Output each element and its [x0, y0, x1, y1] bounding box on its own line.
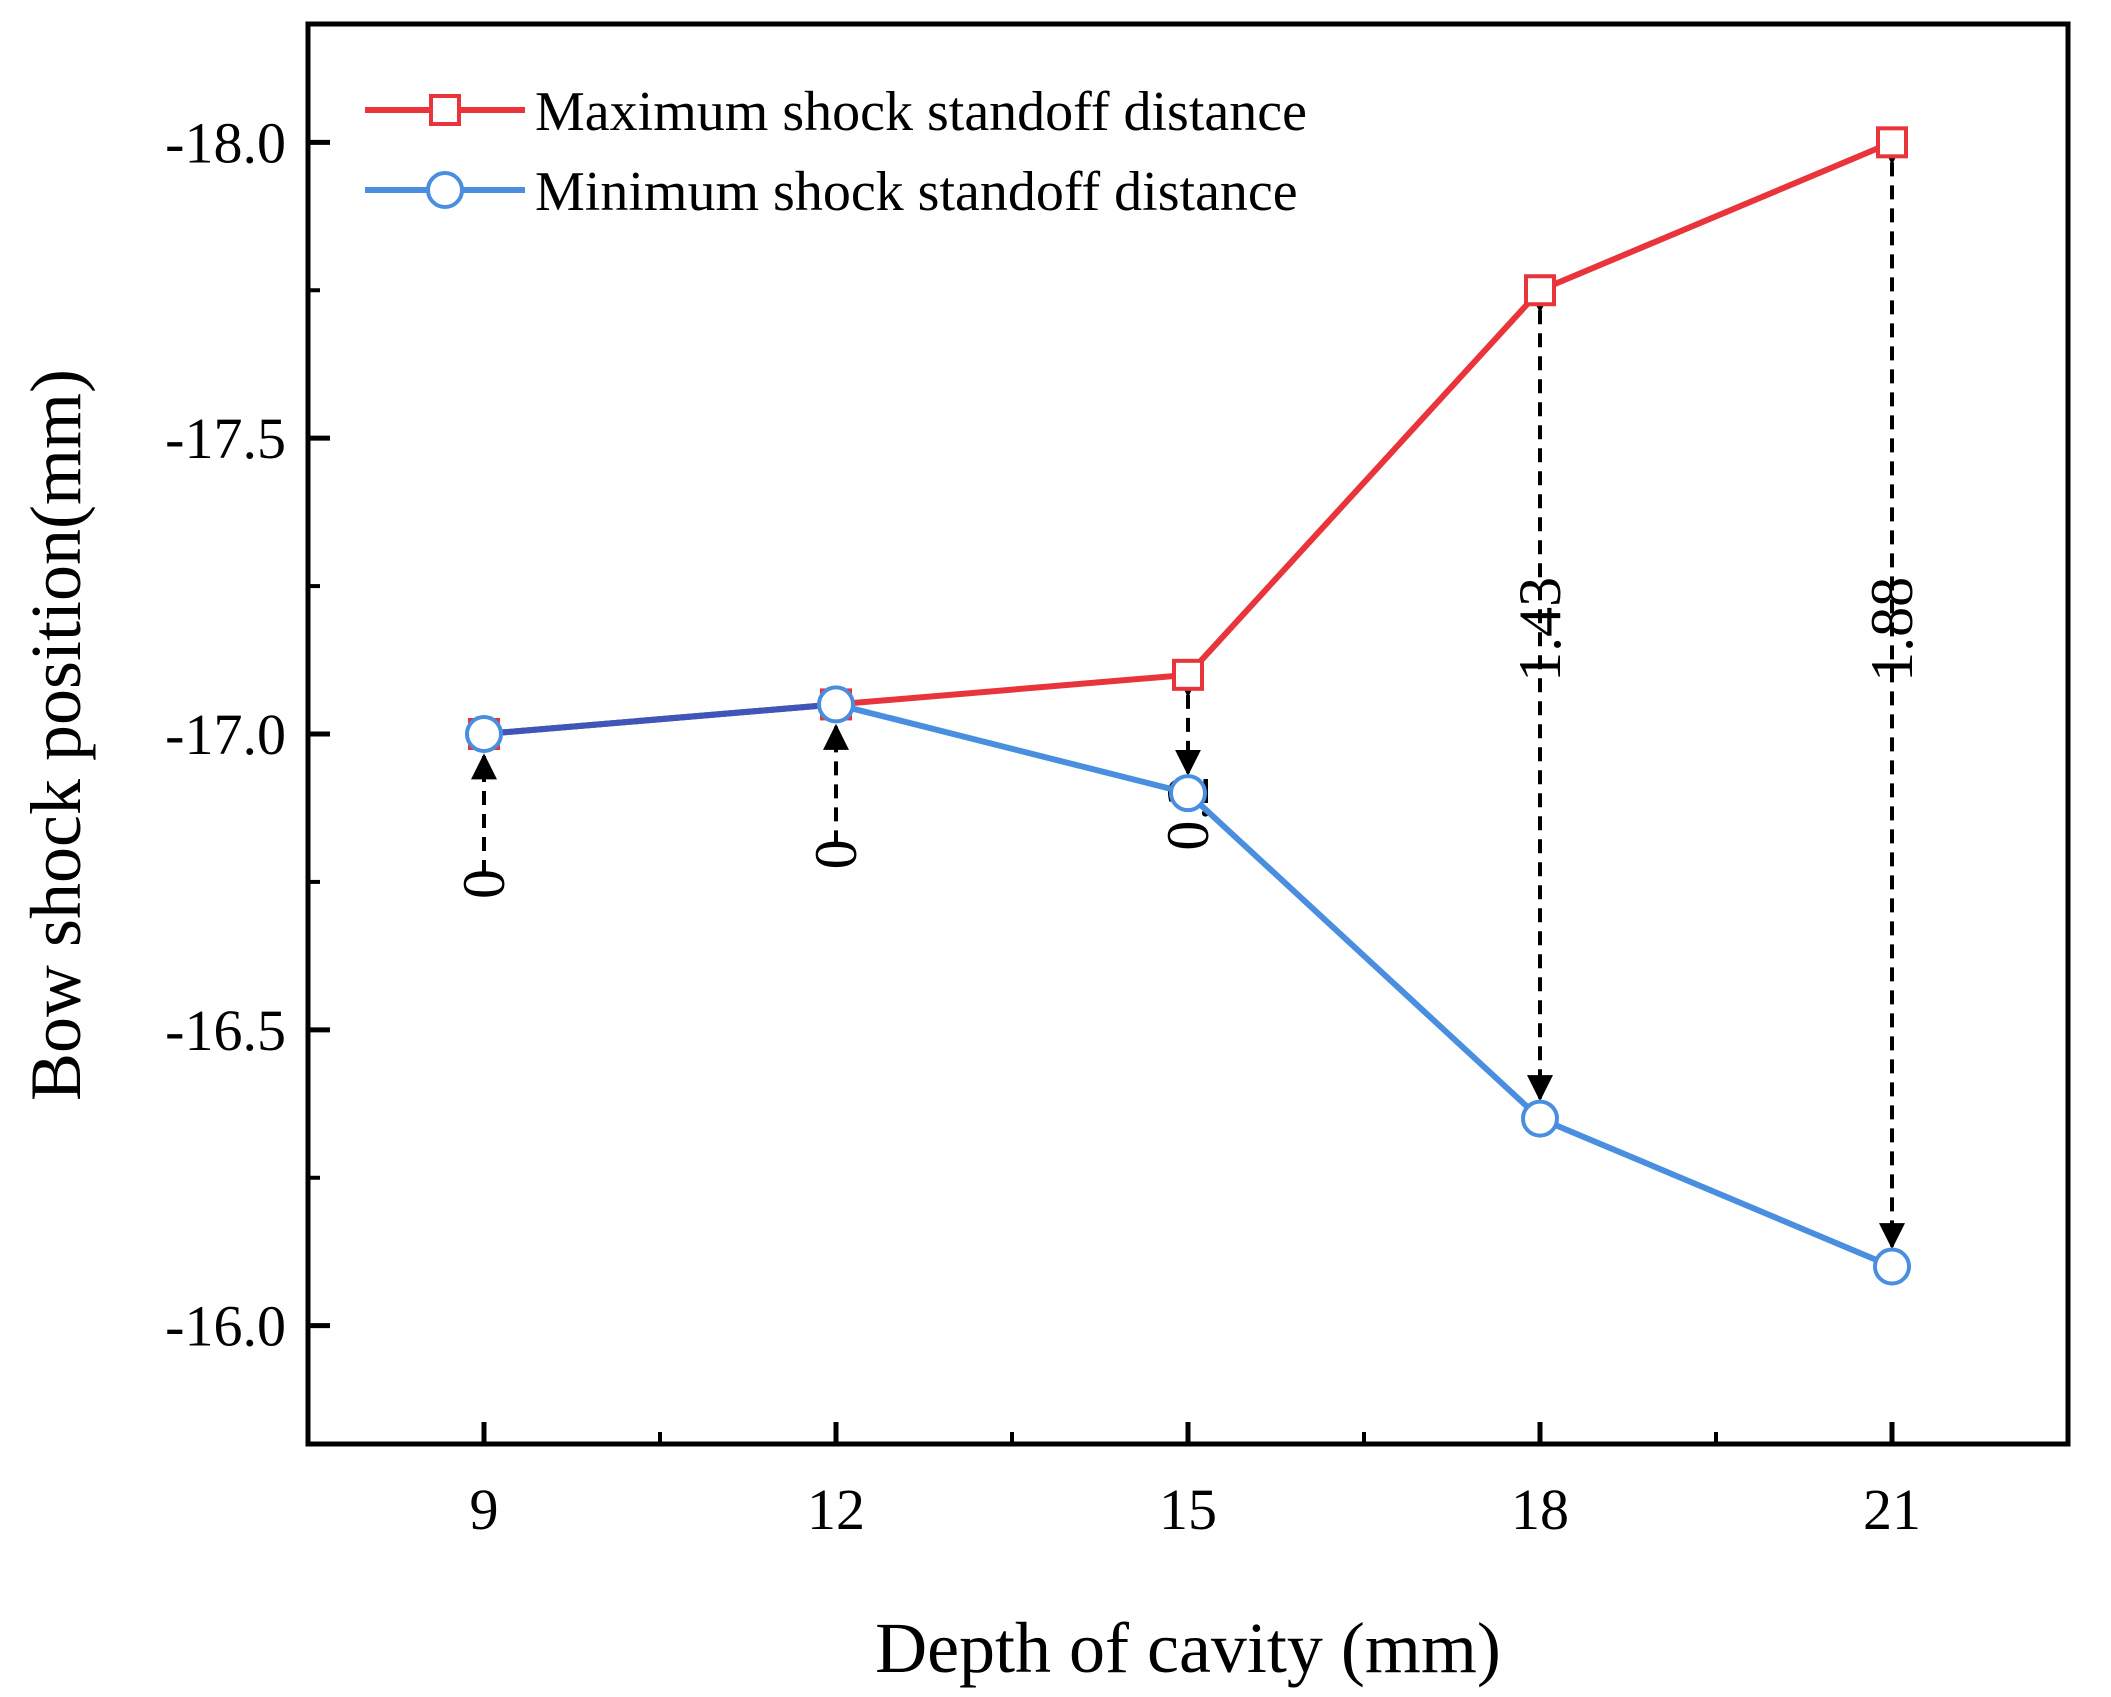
- y-tick-label: -18.0: [165, 110, 286, 175]
- difference-label: 1.43: [1507, 577, 1573, 682]
- difference-annotation: 0: [803, 723, 869, 869]
- series-line-maximum: [483, 139, 1894, 737]
- x-axis-title: Depth of cavity (mm): [875, 1608, 1501, 1688]
- max-point-marker: [1876, 126, 1908, 159]
- legend-label: Maximum shock standoff distance: [535, 81, 1307, 143]
- plot-frame: [305, 21, 2071, 1447]
- difference-annotation: 1.88: [1859, 138, 1925, 1250]
- y-tick-label: -17.0: [165, 702, 286, 767]
- x-tick-label: 21: [1863, 1477, 1921, 1542]
- x-tick-label: 9: [470, 1477, 499, 1542]
- x-tick-label: 12: [807, 1477, 865, 1542]
- min-point-marker: [817, 685, 855, 724]
- series-overlap-segment: [483, 701, 837, 737]
- y-tick-label: -16.0: [165, 1294, 286, 1359]
- max-point-marker: [1172, 658, 1204, 691]
- difference-label: 1.88: [1859, 577, 1925, 682]
- difference-label: 0: [451, 869, 517, 899]
- legend-label: Minimum shock standoff distance: [535, 161, 1298, 223]
- y-tick-label: -16.5: [165, 998, 286, 1063]
- y-tick-label: -17.5: [165, 406, 286, 471]
- y-axis-title: Bow shock position(mm): [16, 369, 96, 1101]
- legend-marker-circle: [426, 171, 464, 209]
- max-point-marker: [1524, 274, 1556, 307]
- difference-annotation: 0.2: [1155, 671, 1221, 851]
- difference-annotation: 0: [451, 753, 517, 899]
- legend-item: Minimum shock standoff distance: [365, 161, 1298, 223]
- difference-label: 0: [803, 839, 869, 869]
- legend: Maximum shock standoff distance Minimum s…: [365, 81, 1307, 223]
- min-point-marker: [1873, 1247, 1911, 1286]
- difference-annotation: 1.43: [1507, 286, 1573, 1102]
- series-layer: [465, 126, 1911, 1286]
- legend-item: Maximum shock standoff distance: [365, 81, 1307, 143]
- min-point-marker: [1169, 774, 1207, 813]
- min-point-marker: [465, 715, 503, 753]
- axes-layer: 9 12 15 18 21 -18.0 -17.5 -17.0 -16.5 -16.0: [165, 110, 1921, 1542]
- min-point-marker: [1521, 1099, 1559, 1138]
- x-tick-label: 15: [1159, 1477, 1217, 1542]
- annotation-layer: 0 0 0.2 1.43 1.88: [451, 138, 1925, 1250]
- x-tick-label: 18: [1511, 1477, 1569, 1542]
- legend-marker-square: [429, 94, 461, 126]
